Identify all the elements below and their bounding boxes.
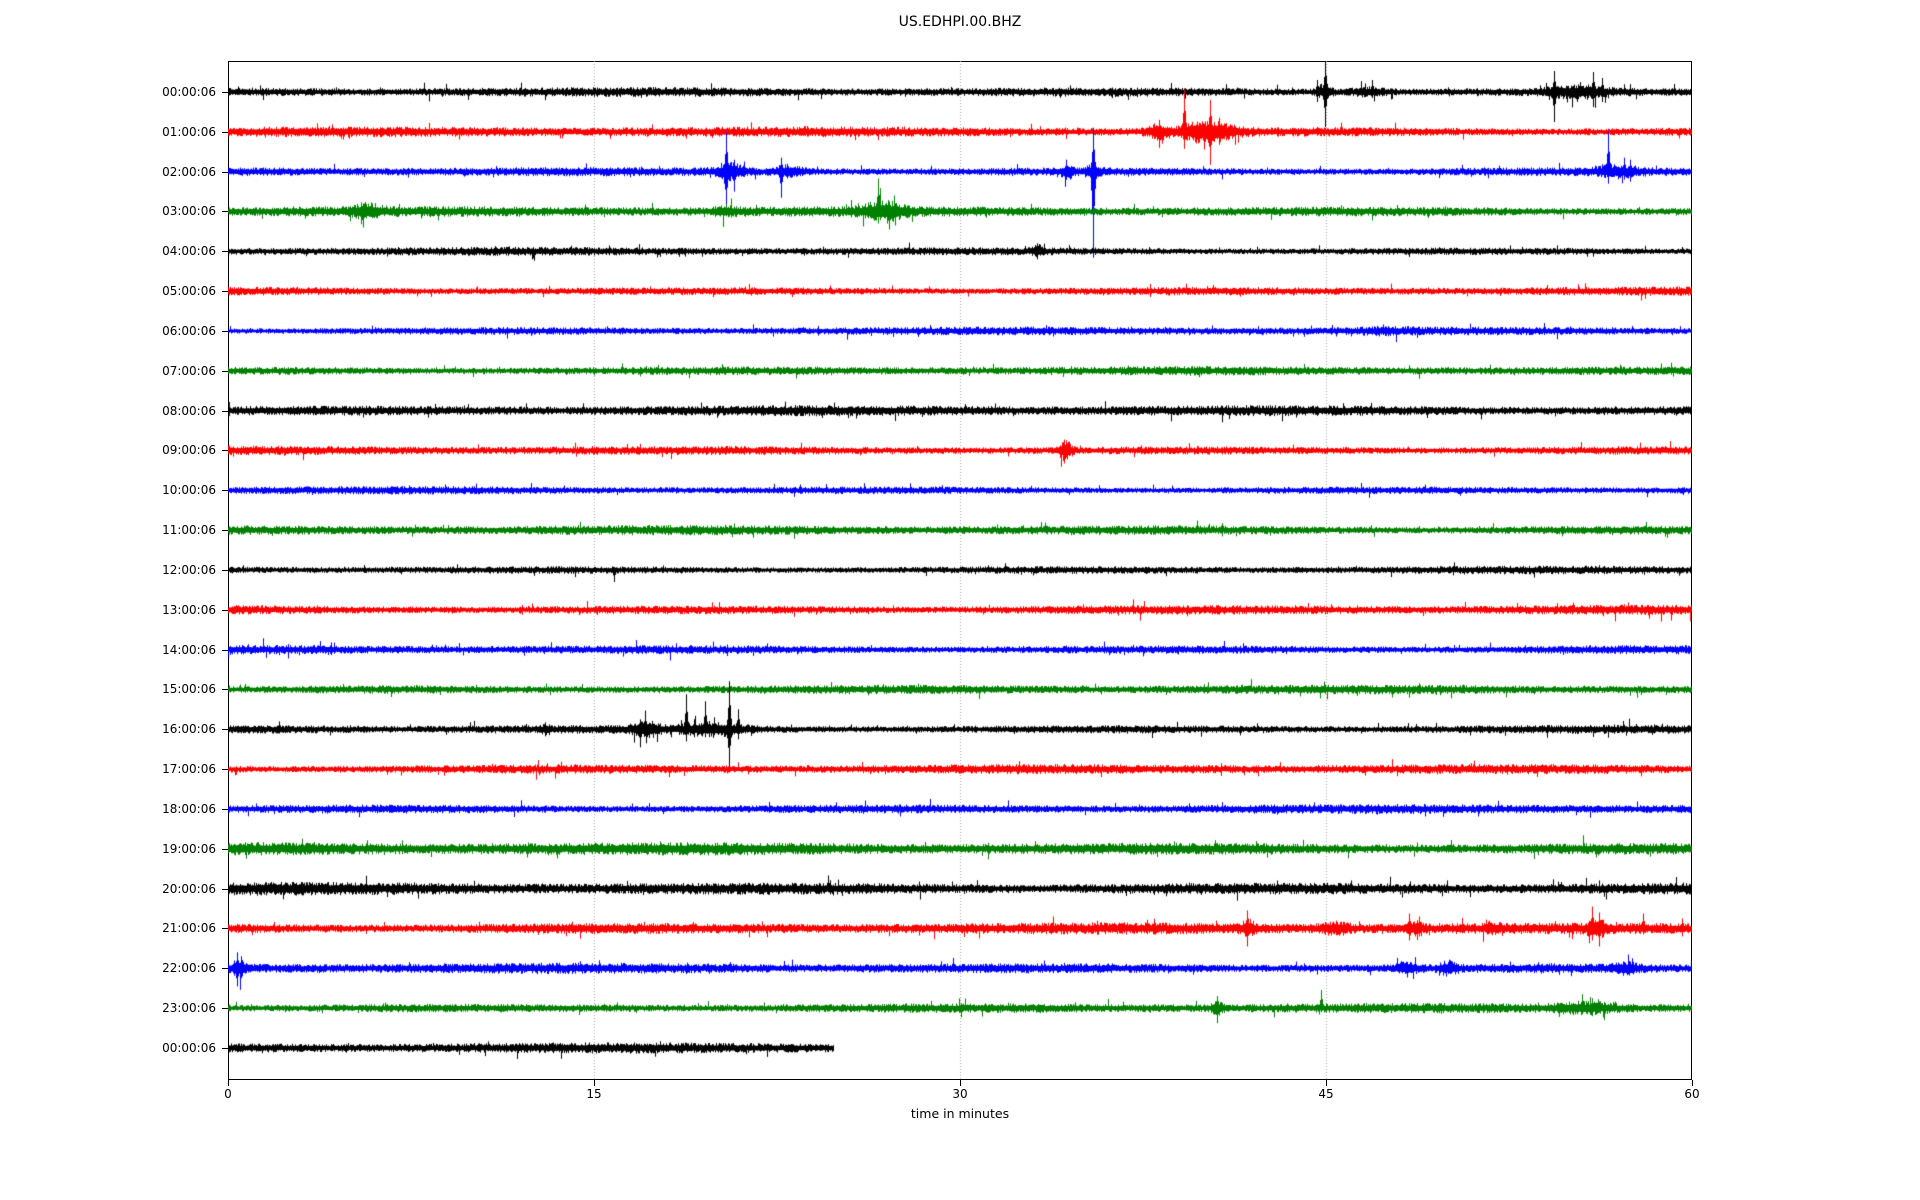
y-tick-label: 11:00:06 [162,523,216,538]
figure-title: US.EDHPI.00.BHZ [898,14,1022,30]
y-tick-mark [222,490,228,491]
x-axis-title: time in minutes [910,1106,1010,1121]
y-tick-label: 13:00:06 [162,602,216,617]
y-tick-mark [222,331,228,332]
y-tick-mark [222,689,228,690]
y-tick-mark [222,530,228,531]
y-tick-mark [222,411,228,412]
y-tick-mark [222,849,228,850]
y-tick-mark [222,450,228,451]
y-tick-label: 19:00:06 [162,841,216,856]
y-tick-label: 10:00:06 [162,483,216,498]
y-tick-label: 14:00:06 [162,642,216,657]
x-tick-mark [960,1080,961,1086]
y-tick-mark [222,1048,228,1049]
y-tick-label: 17:00:06 [162,762,216,777]
y-tick-label: 21:00:06 [162,921,216,936]
y-tick-label: 22:00:06 [162,961,216,976]
y-tick-mark [222,729,228,730]
x-tick-label: 15 [586,1087,602,1101]
y-tick-label: 15:00:06 [162,682,216,697]
y-tick-label: 06:00:06 [162,323,216,338]
x-tick-mark [1326,1080,1327,1086]
y-tick-mark [222,650,228,651]
y-tick-label: 08:00:06 [162,403,216,418]
y-tick-mark [222,968,228,969]
y-tick-mark [222,809,228,810]
x-tick-mark [594,1080,595,1086]
y-tick-label: 20:00:06 [162,881,216,896]
y-tick-label: 02:00:06 [162,164,216,179]
y-tick-mark [222,889,228,890]
y-tick-mark [222,172,228,173]
y-tick-label: 04:00:06 [162,244,216,259]
x-tick-mark [228,1080,229,1086]
y-tick-mark [222,251,228,252]
y-tick-mark [222,928,228,929]
y-tick-mark [222,211,228,212]
seismogram-canvas [228,61,1692,1080]
x-tick-label: 45 [1318,1087,1334,1101]
y-tick-mark [222,769,228,770]
y-tick-label: 09:00:06 [162,443,216,458]
y-tick-mark [222,610,228,611]
y-tick-mark [222,570,228,571]
y-tick-mark [222,291,228,292]
y-tick-mark [222,371,228,372]
y-tick-label: 18:00:06 [162,801,216,816]
y-tick-label: 16:00:06 [162,722,216,737]
y-tick-label: 12:00:06 [162,562,216,577]
y-tick-mark [222,1008,228,1009]
y-tick-label: 07:00:06 [162,363,216,378]
y-tick-label: 03:00:06 [162,204,216,219]
x-tick-label: 30 [952,1087,968,1101]
y-tick-label: 05:00:06 [162,284,216,299]
x-tick-label: 60 [1684,1087,1700,1101]
y-tick-mark [222,132,228,133]
x-tick-label: 0 [224,1087,232,1101]
y-tick-label: 01:00:06 [162,124,216,139]
y-tick-mark [222,92,228,93]
x-tick-mark [1692,1080,1693,1086]
y-tick-label: 23:00:06 [162,1001,216,1016]
y-tick-label: 00:00:06 [162,85,216,99]
y-tick-label: 00:00:06 [162,1040,216,1055]
